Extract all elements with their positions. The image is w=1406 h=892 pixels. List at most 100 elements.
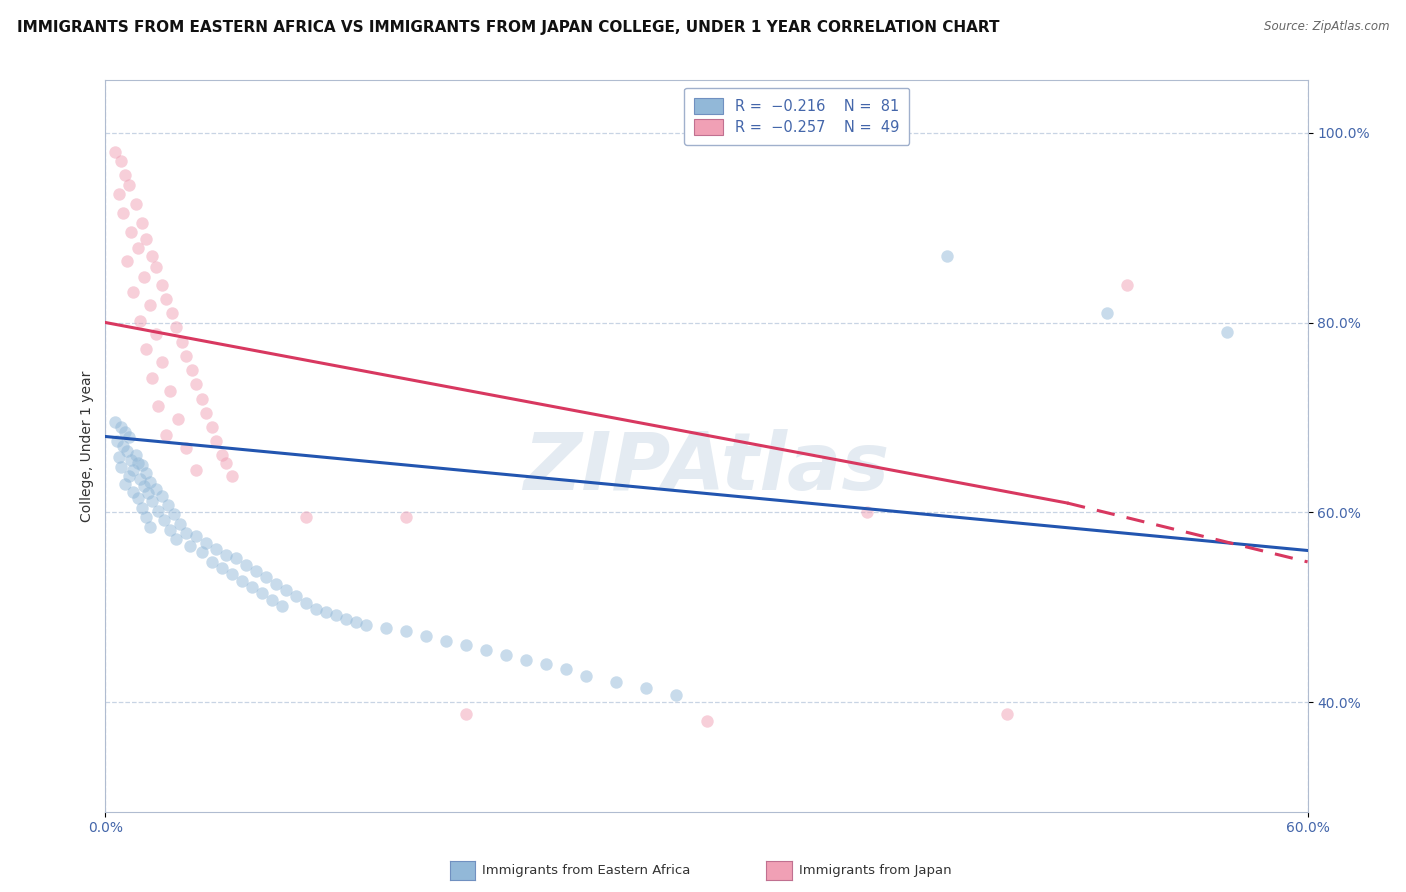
Text: Immigrants from Eastern Africa: Immigrants from Eastern Africa xyxy=(482,864,690,877)
Point xyxy=(245,565,267,579)
Point xyxy=(118,178,141,192)
Point xyxy=(235,558,257,572)
Point xyxy=(136,486,159,500)
Point xyxy=(150,277,173,292)
Point xyxy=(121,453,143,467)
Point xyxy=(190,545,212,559)
Point xyxy=(127,456,149,470)
Point xyxy=(122,285,145,299)
Point xyxy=(138,298,160,312)
Point xyxy=(117,253,139,268)
Point xyxy=(104,145,127,159)
Point xyxy=(395,624,418,639)
Point xyxy=(231,574,253,588)
Point xyxy=(260,593,283,607)
Point xyxy=(174,349,197,363)
Point xyxy=(162,508,184,522)
Point xyxy=(344,615,367,629)
Point xyxy=(159,384,181,398)
Point xyxy=(995,706,1018,721)
Point xyxy=(575,669,598,683)
Point xyxy=(184,463,207,477)
Point xyxy=(128,313,150,327)
Text: Source: ZipAtlas.com: Source: ZipAtlas.com xyxy=(1264,20,1389,33)
Point xyxy=(170,334,193,349)
Point xyxy=(221,567,243,582)
Point xyxy=(636,681,658,696)
Point xyxy=(122,463,145,477)
Point xyxy=(145,482,167,496)
Point xyxy=(184,529,207,543)
Point xyxy=(335,612,357,626)
Point xyxy=(454,639,477,653)
Point xyxy=(201,420,224,434)
Point xyxy=(114,425,136,439)
Point xyxy=(534,657,557,672)
Point xyxy=(855,506,877,520)
Point xyxy=(112,439,135,453)
Point xyxy=(475,643,498,657)
Point xyxy=(204,541,226,556)
Point xyxy=(141,494,163,508)
Point xyxy=(1216,325,1239,339)
Point xyxy=(114,477,136,491)
Text: Immigrants from Japan: Immigrants from Japan xyxy=(799,864,952,877)
Point xyxy=(315,605,337,619)
Point xyxy=(127,241,149,255)
Point xyxy=(194,536,217,550)
Point xyxy=(201,555,224,569)
Point xyxy=(132,479,155,493)
Text: IMMIGRANTS FROM EASTERN AFRICA VS IMMIGRANTS FROM JAPAN COLLEGE, UNDER 1 YEAR CO: IMMIGRANTS FROM EASTERN AFRICA VS IMMIGR… xyxy=(17,20,1000,35)
Point xyxy=(152,513,174,527)
Point xyxy=(305,602,328,616)
Point xyxy=(155,292,177,306)
Point xyxy=(135,510,157,524)
Point xyxy=(141,249,163,263)
Point xyxy=(108,450,131,465)
Point xyxy=(118,469,141,483)
Point xyxy=(270,599,292,613)
Point xyxy=(325,608,347,623)
Point xyxy=(184,377,207,392)
Point xyxy=(159,523,181,537)
Point xyxy=(145,326,167,341)
Point xyxy=(104,415,127,429)
Point xyxy=(114,168,136,182)
Point xyxy=(515,653,537,667)
Point xyxy=(135,466,157,480)
Point xyxy=(495,648,517,662)
Point xyxy=(135,232,157,246)
Point xyxy=(605,674,627,689)
Point xyxy=(179,539,201,553)
Point xyxy=(254,570,277,584)
Point xyxy=(124,196,146,211)
Point xyxy=(221,469,243,483)
Point xyxy=(138,520,160,534)
Point xyxy=(1116,277,1139,292)
Point xyxy=(354,617,377,632)
Point xyxy=(118,429,141,443)
Point xyxy=(169,516,191,531)
Point xyxy=(156,498,179,512)
Point xyxy=(122,484,145,499)
Point xyxy=(250,586,273,600)
Point xyxy=(415,629,437,643)
Point xyxy=(696,714,718,729)
Point xyxy=(264,576,287,591)
Point xyxy=(295,596,318,610)
Point xyxy=(138,475,160,489)
Point xyxy=(108,187,131,202)
Point xyxy=(214,548,236,562)
Point xyxy=(110,154,132,169)
Point xyxy=(204,434,226,449)
Point xyxy=(145,260,167,275)
Point xyxy=(284,589,307,603)
Point xyxy=(146,503,169,517)
Point xyxy=(146,399,169,413)
Point xyxy=(395,510,418,524)
Point xyxy=(128,472,150,486)
Point xyxy=(240,580,263,594)
Y-axis label: College, Under 1 year: College, Under 1 year xyxy=(80,370,94,522)
Point xyxy=(174,526,197,541)
Point xyxy=(174,441,197,455)
